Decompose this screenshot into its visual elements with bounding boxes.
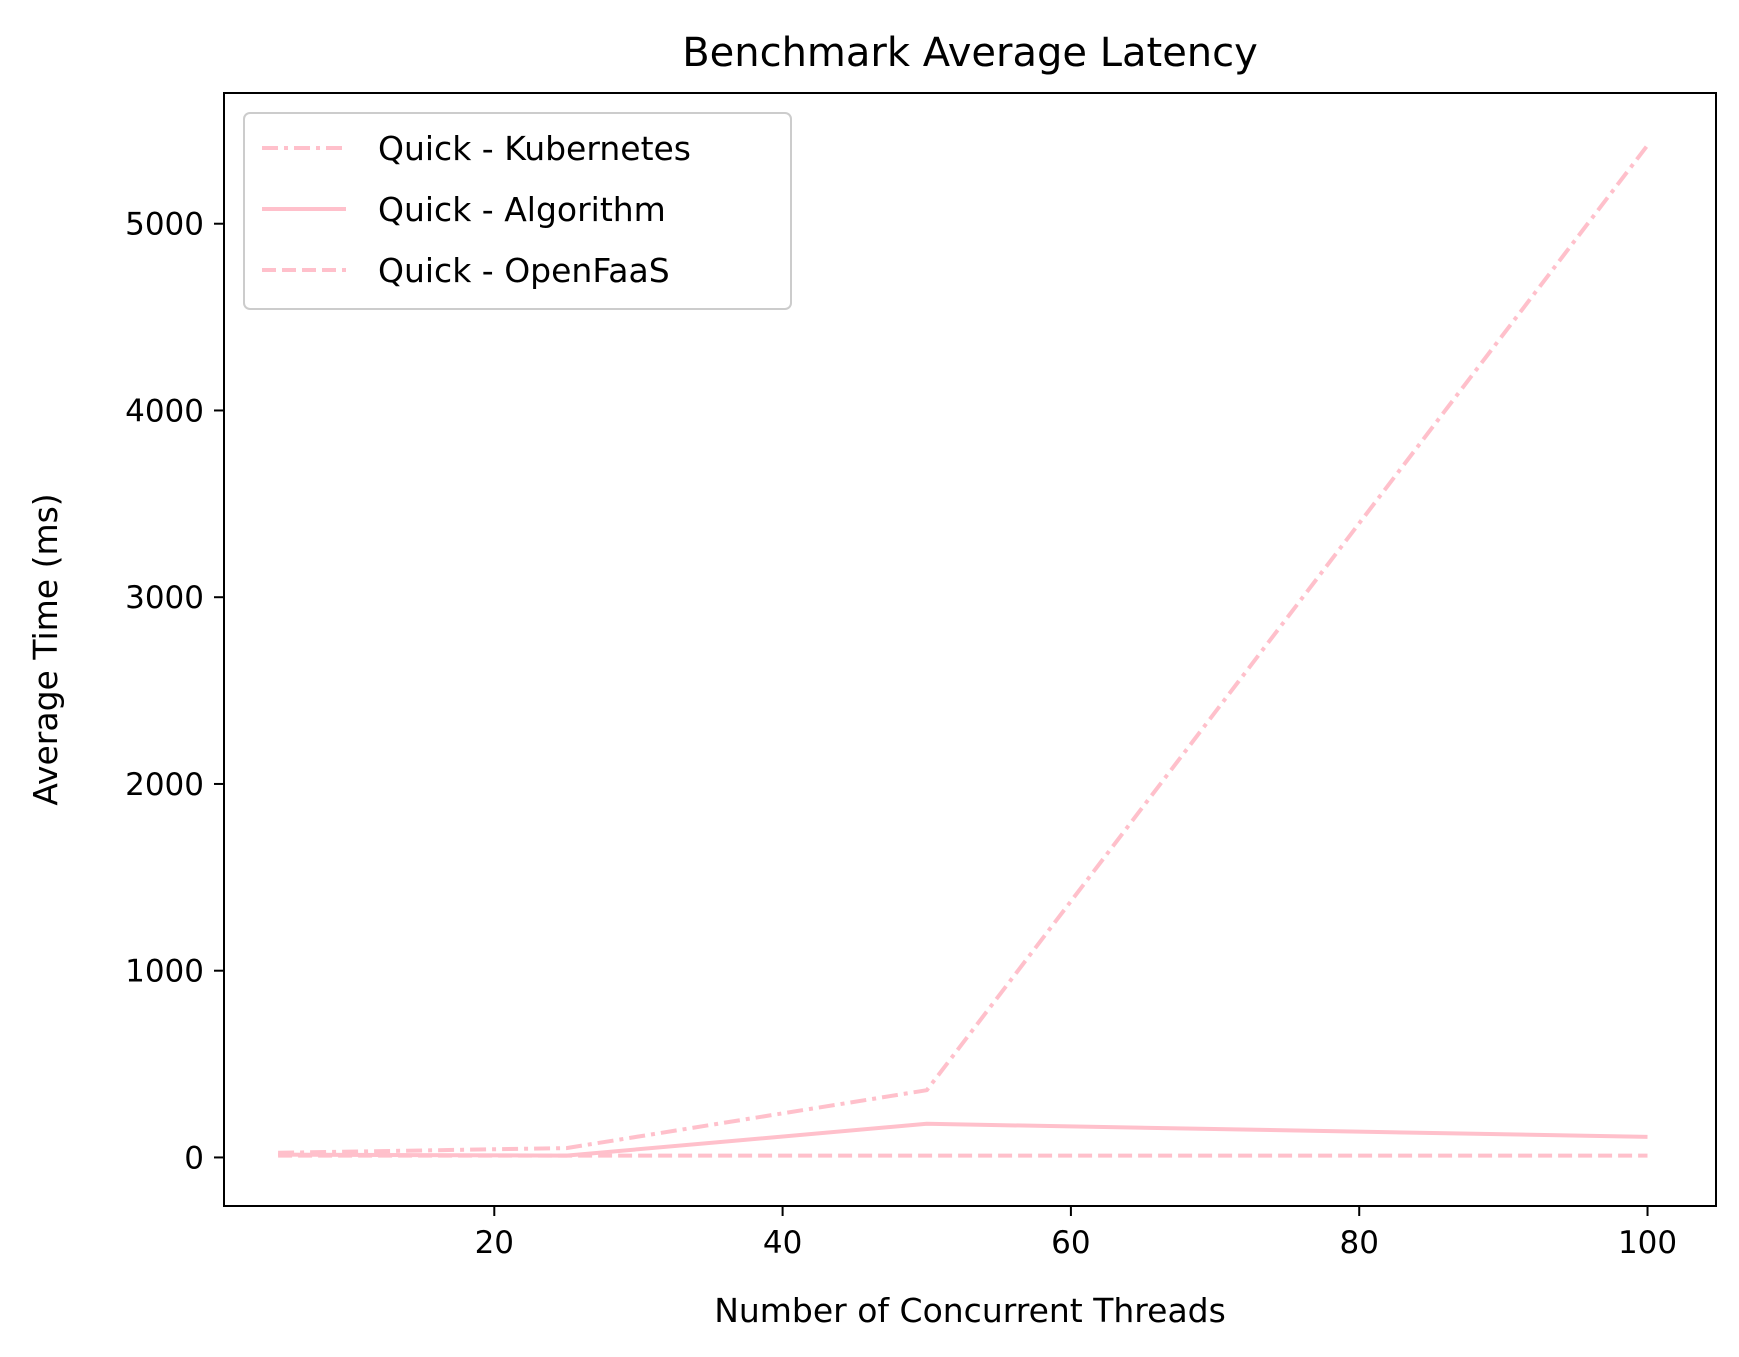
y-tick-label: 1000 — [125, 954, 204, 990]
chart-title: Benchmark Average Latency — [682, 30, 1258, 76]
y-tick-label: 5000 — [125, 207, 204, 243]
legend-entry: Quick - Kubernetes — [378, 129, 691, 168]
plot-frame — [223, 92, 1717, 1207]
y-axis-ticks: 0 1000 2000 3000 4000 5000 — [125, 207, 224, 1176]
y-tick-label: 0 — [184, 1140, 204, 1176]
y-tick-label: 3000 — [125, 580, 204, 616]
legend-box — [243, 112, 792, 310]
x-tick-label: 40 — [763, 1225, 802, 1261]
plot-lines — [278, 144, 1650, 1158]
x-tick-label: 80 — [1339, 1225, 1378, 1261]
legend-entry: Quick - OpenFaaS — [378, 251, 670, 290]
x-tick-label: 100 — [1618, 1225, 1677, 1261]
x-tick-label: 60 — [1051, 1225, 1090, 1261]
y-tick-label: 4000 — [125, 393, 204, 429]
y-tick-label: 2000 — [125, 767, 204, 803]
x-axis-ticks: 20 40 60 80 100 — [475, 1206, 1677, 1261]
x-tick-label: 20 — [475, 1225, 514, 1261]
x-axis-label: Number of Concurrent Threads — [714, 1291, 1226, 1330]
series-line-1 — [278, 144, 1650, 1155]
y-axis-label: Average Time (ms) — [26, 493, 65, 805]
legend: Quick - Kubernetes Quick - Algorithm Quick… — [243, 112, 792, 310]
legend-entry: Quick - Algorithm — [378, 190, 666, 229]
